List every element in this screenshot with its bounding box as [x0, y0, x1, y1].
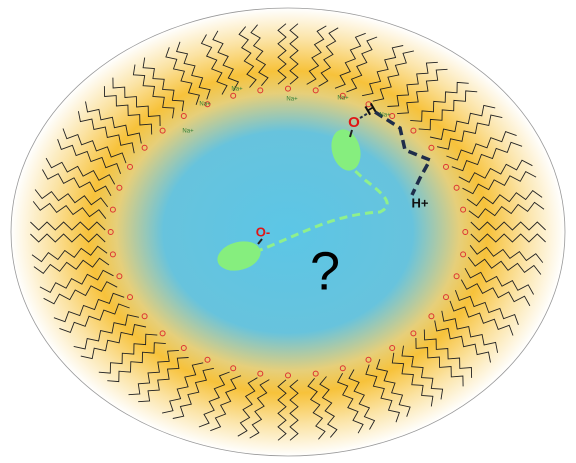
sodium-label: Na+	[379, 113, 391, 119]
question-mark: ?	[310, 241, 340, 301]
micelle-diagram: ? H+ H O O- Na+ Na+ Na+ Na+ Na+ Na+	[0, 0, 576, 463]
sodium-label: Na+	[182, 129, 194, 135]
sodium-label: Na+	[199, 102, 211, 108]
proton-label: H+	[412, 195, 429, 210]
micelle	[11, 8, 565, 456]
sodium-label: Na+	[337, 96, 349, 102]
oxygen-label: O	[348, 114, 360, 131]
sodium-label: Na+	[286, 97, 298, 103]
sodium-label: Na+	[231, 87, 243, 93]
oxygen-anion-label: O-	[256, 224, 270, 239]
